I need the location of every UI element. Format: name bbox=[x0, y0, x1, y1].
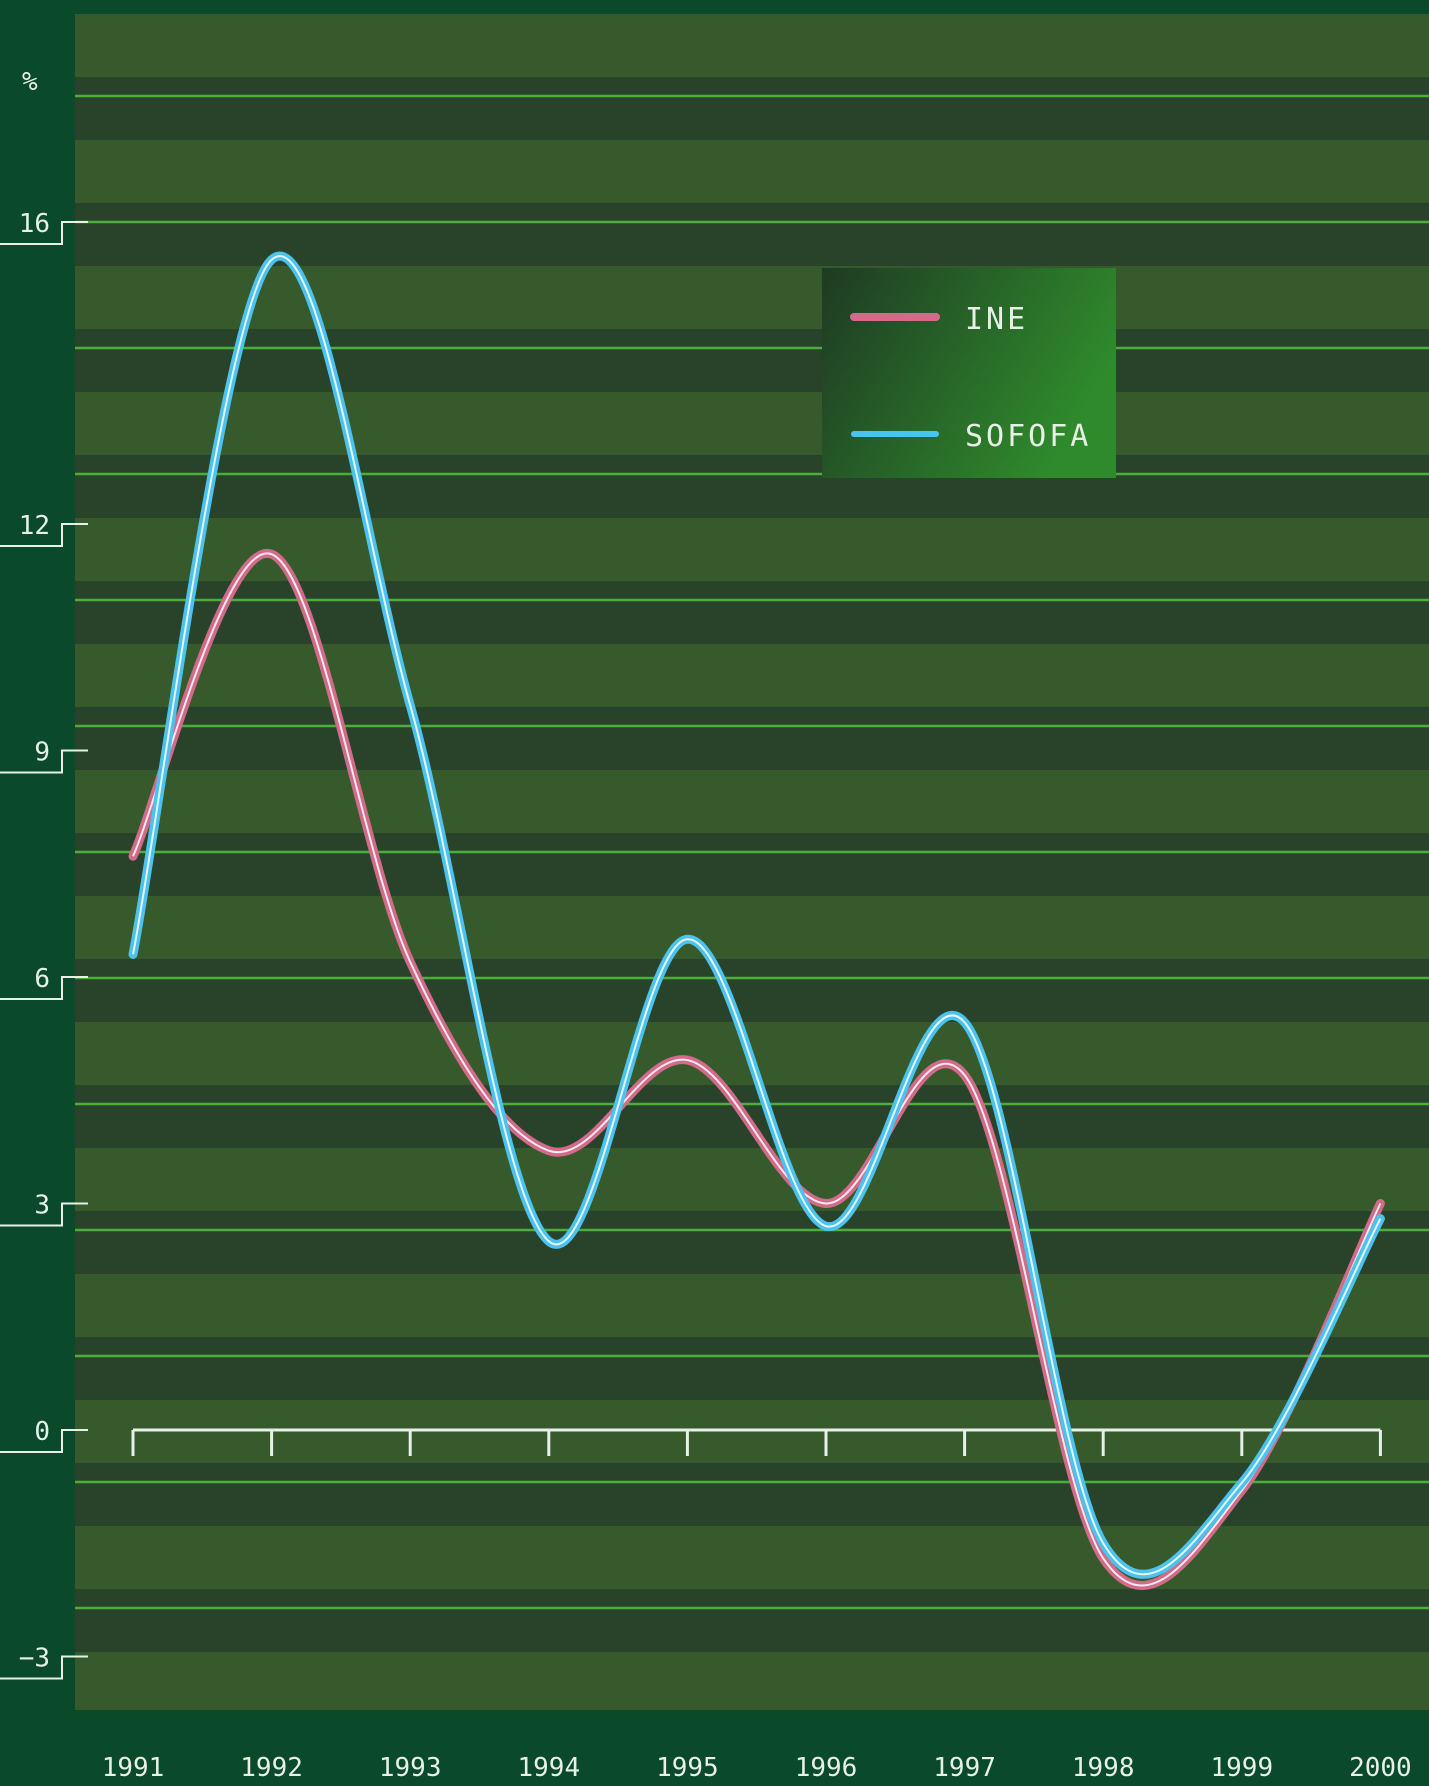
background-band bbox=[75, 266, 1429, 329]
background-band bbox=[75, 1337, 1429, 1400]
background-band bbox=[75, 833, 1429, 896]
x-tick-label: 2000 bbox=[1349, 1753, 1412, 1783]
x-tick-label: 1992 bbox=[240, 1753, 303, 1783]
y-tick-label: 6 bbox=[34, 964, 50, 994]
x-tick-label: 1993 bbox=[379, 1753, 442, 1783]
series-lines bbox=[128, 251, 1385, 1590]
y-tick-label: −3 bbox=[19, 1644, 50, 1674]
series-highlight-ine bbox=[132, 552, 1382, 1587]
x-tick-label: 1999 bbox=[1210, 1753, 1273, 1783]
background-band bbox=[75, 518, 1429, 581]
background-band bbox=[75, 581, 1429, 644]
x-axis: 1991 1992 1993 1994 1995 1996 1997 1998 1999 2000 bbox=[102, 1428, 1412, 1783]
background-band bbox=[75, 770, 1429, 833]
y-tick-mark bbox=[0, 1655, 88, 1680]
background-band bbox=[75, 329, 1429, 392]
background-band bbox=[75, 1211, 1429, 1274]
x-tick-label: 1994 bbox=[517, 1753, 580, 1783]
series-highlight-sofofa bbox=[132, 255, 1382, 1576]
background-band bbox=[75, 1463, 1429, 1526]
background-band bbox=[75, 896, 1429, 959]
background-band bbox=[75, 392, 1429, 455]
background-band bbox=[75, 1526, 1429, 1589]
legend-label-ine: INE bbox=[965, 302, 1028, 337]
background-band bbox=[75, 1085, 1429, 1148]
y-tick-mark bbox=[0, 976, 88, 1000]
x-tick-label: 1998 bbox=[1072, 1753, 1135, 1783]
legend: INE SOFOFA bbox=[822, 268, 1116, 478]
y-tick-label: 9 bbox=[34, 738, 50, 768]
y-tick-label: 12 bbox=[19, 511, 50, 541]
background-band bbox=[75, 959, 1429, 1022]
legend-label-sofofa: SOFOFA bbox=[965, 419, 1091, 454]
y-tick-mark bbox=[0, 1202, 88, 1227]
y-tick-mark bbox=[0, 749, 88, 774]
y-tick-label: 3 bbox=[34, 1191, 50, 1221]
background-band bbox=[75, 1589, 1429, 1652]
background-band bbox=[75, 1274, 1429, 1337]
y-axis: −3 0 3 6 9 12 16 bbox=[0, 209, 88, 1680]
x-tick-label: 1995 bbox=[656, 1753, 719, 1783]
background-band bbox=[75, 707, 1429, 770]
background-band bbox=[75, 77, 1429, 140]
y-tick-label: 16 bbox=[19, 209, 50, 239]
background-band bbox=[75, 1148, 1429, 1211]
background-band bbox=[75, 1652, 1429, 1710]
background-band bbox=[75, 644, 1429, 707]
y-tick-mark bbox=[0, 523, 88, 547]
background-band bbox=[75, 455, 1429, 518]
legend-box bbox=[822, 268, 1116, 478]
x-tick-label: 1991 bbox=[102, 1753, 165, 1783]
y-tick-mark bbox=[0, 221, 88, 245]
x-tick-label: 1997 bbox=[933, 1753, 996, 1783]
background-band bbox=[75, 140, 1429, 203]
x-tick-label: 1996 bbox=[795, 1753, 858, 1783]
y-tick-label: 0 bbox=[34, 1417, 50, 1447]
y-axis-unit-label: % bbox=[22, 67, 38, 97]
background-band bbox=[75, 203, 1429, 266]
gridlines bbox=[75, 94, 1429, 1610]
y-tick-mark bbox=[0, 1429, 88, 1453]
background-band bbox=[75, 14, 1429, 77]
plot-background-bands bbox=[75, 14, 1429, 1710]
